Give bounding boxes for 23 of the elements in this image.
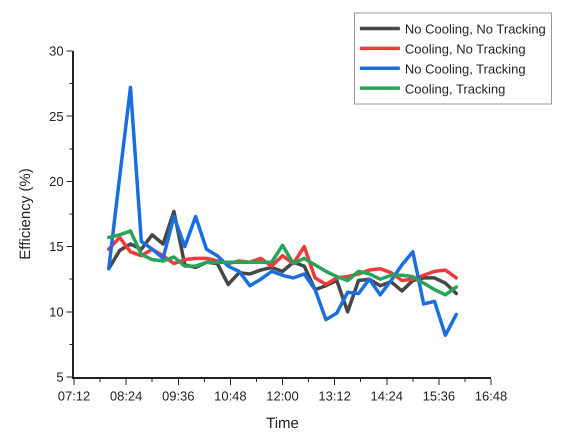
x-tick-label: 10:48 xyxy=(214,388,247,404)
x-tick-label: 14:24 xyxy=(370,388,404,404)
legend-label: Cooling, Tracking xyxy=(404,81,506,96)
y-tick-label: 30 xyxy=(49,44,64,59)
x-tick-label: 09:36 xyxy=(162,388,195,404)
x-tick-label: 16:48 xyxy=(474,388,508,404)
x-tick-label: 08:24 xyxy=(110,388,142,404)
x-tick-label: 15:36 xyxy=(422,388,456,404)
x-tick-label: 12:00 xyxy=(266,388,299,404)
y-tick-label: 25 xyxy=(49,108,64,124)
y-tick-label: 20 xyxy=(49,174,64,189)
y-tick-label: 5 xyxy=(56,370,64,385)
x-axis-title: Time xyxy=(266,414,299,432)
legend-label: No Cooling, Tracking xyxy=(404,61,526,76)
y-axis-title: Efficiency (%) xyxy=(16,168,34,260)
line-series xyxy=(107,86,458,338)
y-tick-label: 10 xyxy=(49,304,64,320)
y-tick-label: 15 xyxy=(49,239,64,254)
legend-label: Cooling, No Tracking xyxy=(404,41,526,56)
line-series xyxy=(107,229,458,297)
x-tick-label: 13:12 xyxy=(318,388,351,404)
x-tick-label: 07:12 xyxy=(58,388,90,404)
legend-label: No Cooling, No Tracking xyxy=(404,22,546,37)
